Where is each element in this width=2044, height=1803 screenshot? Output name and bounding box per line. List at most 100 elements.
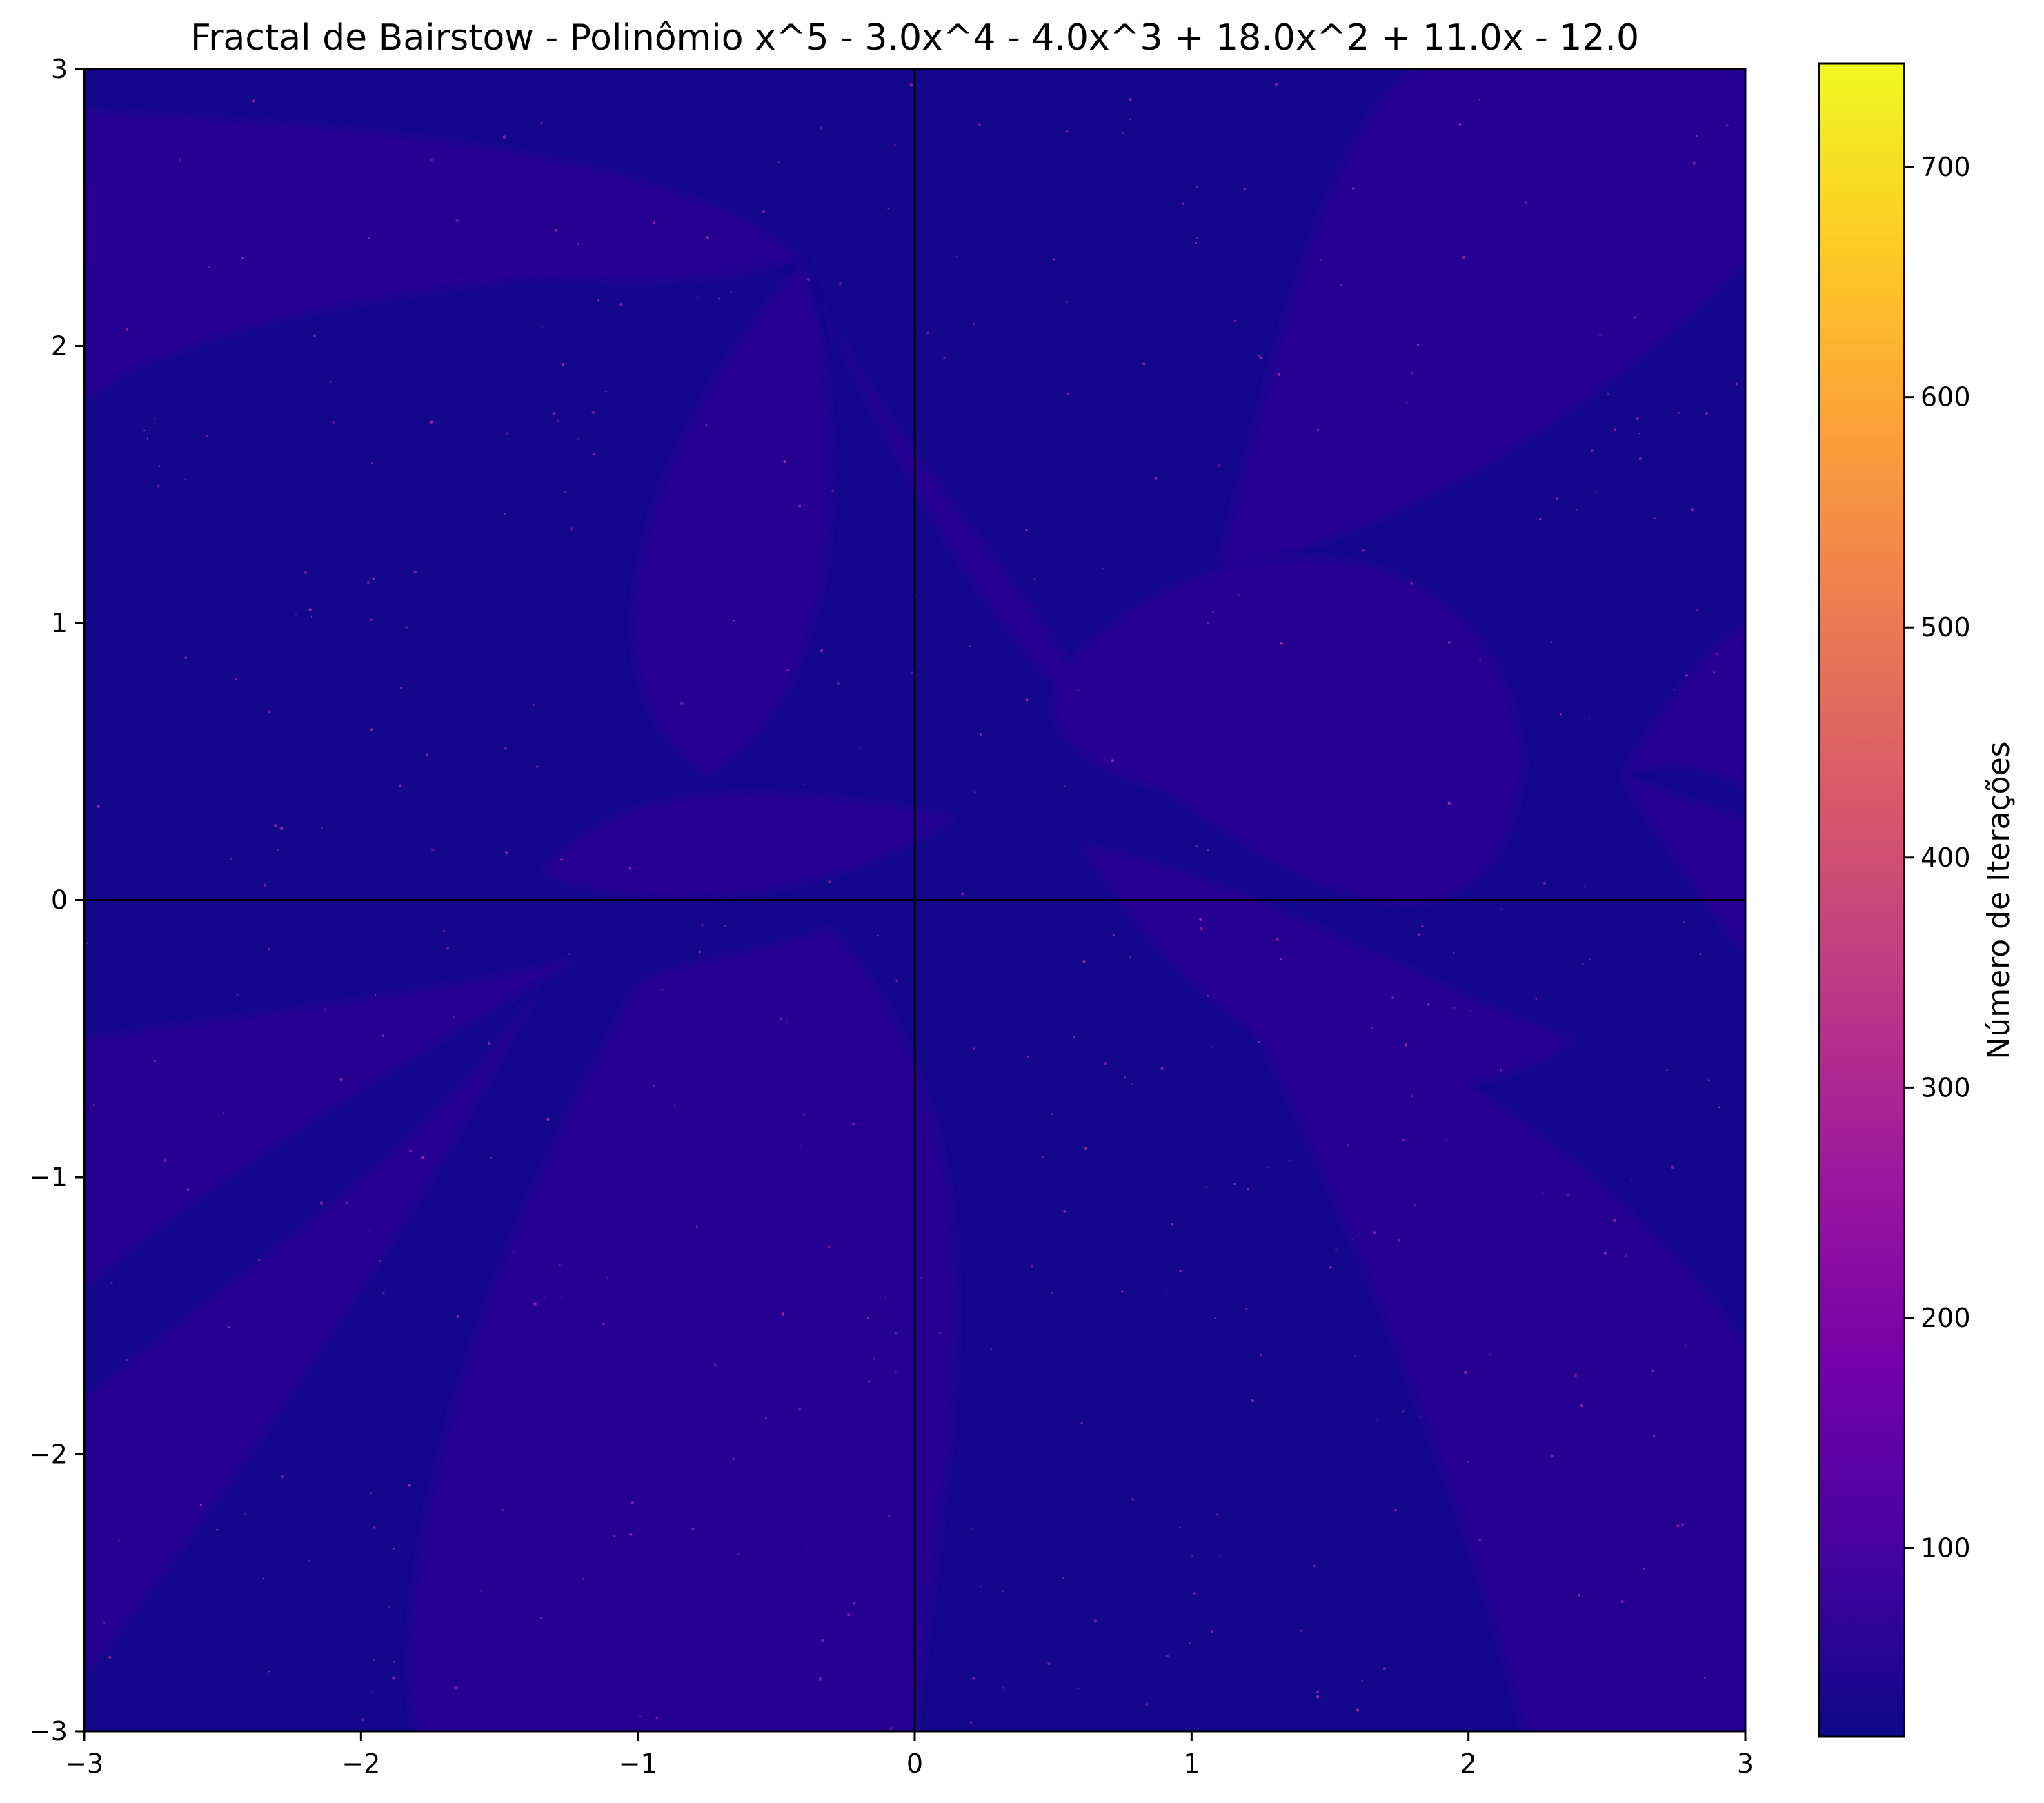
- speckle: [1402, 1139, 1405, 1141]
- speckle: [199, 1504, 202, 1506]
- speckle: [370, 728, 374, 732]
- speckle: [1638, 457, 1643, 460]
- speckle: [1178, 1526, 1181, 1529]
- speckle: [1320, 258, 1322, 262]
- speckle: [430, 158, 434, 161]
- speckle: [370, 618, 373, 621]
- speckle: [1233, 1183, 1236, 1185]
- speckle: [837, 682, 840, 685]
- speckle: [308, 1559, 310, 1562]
- speckle: [859, 747, 861, 749]
- speckle: [564, 491, 567, 494]
- speckle: [602, 1322, 605, 1326]
- speckle: [1462, 256, 1465, 259]
- speckle: [228, 1326, 231, 1328]
- speckle: [1677, 411, 1680, 414]
- speckle: [1405, 401, 1408, 404]
- speckle: [1446, 1139, 1447, 1141]
- speckle: [853, 1602, 856, 1605]
- speckle: [1084, 1146, 1088, 1150]
- speckle: [1200, 927, 1204, 931]
- speckle: [831, 489, 834, 493]
- speckle: [1025, 698, 1029, 702]
- speckle: [1199, 918, 1202, 922]
- speckle: [1362, 549, 1365, 552]
- speckle: [582, 1578, 585, 1581]
- speckle: [367, 581, 370, 584]
- speckle: [961, 892, 964, 896]
- speckle: [426, 753, 428, 756]
- speckle: [839, 282, 842, 286]
- speckle: [973, 1047, 975, 1050]
- speckle: [679, 701, 684, 705]
- speckle: [1026, 1056, 1029, 1058]
- speckle: [408, 1484, 411, 1487]
- speckle: [388, 1605, 390, 1608]
- speckle: [1560, 713, 1562, 716]
- colorbar-tick-label: 700: [1921, 152, 1971, 182]
- speckle: [1525, 201, 1528, 204]
- speckle: [867, 1380, 871, 1383]
- speckle: [1080, 1421, 1083, 1425]
- speckle: [1165, 1654, 1169, 1658]
- speckle: [1703, 1677, 1707, 1679]
- speckle: [1077, 689, 1080, 692]
- speckle: [1340, 284, 1343, 286]
- speckle: [480, 1590, 482, 1593]
- speckle: [146, 437, 148, 440]
- colorbar-tick-label: 300: [1921, 1072, 1971, 1103]
- speckle: [262, 1577, 265, 1580]
- speckle: [126, 1358, 129, 1361]
- fractal-region-2: [84, 179, 791, 282]
- speckle: [1638, 433, 1640, 435]
- speckle: [392, 1676, 396, 1680]
- speckle: [541, 326, 544, 328]
- speckle: [895, 979, 898, 982]
- speckle: [1630, 1178, 1632, 1180]
- speckle: [382, 1292, 385, 1295]
- speckle: [373, 1526, 376, 1529]
- speckle: [544, 1296, 546, 1298]
- y-tick-label: 3: [51, 54, 68, 84]
- speckle: [1351, 1239, 1354, 1241]
- speckle: [205, 434, 208, 437]
- y-tick-label: 0: [51, 885, 68, 916]
- speckle: [1550, 1455, 1554, 1458]
- speckle: [1463, 1370, 1467, 1375]
- speckle: [540, 1617, 542, 1619]
- speckle: [429, 420, 433, 424]
- speckle: [920, 1277, 923, 1280]
- speckle: [373, 1659, 376, 1662]
- speckle: [1453, 952, 1455, 954]
- speckle: [1258, 354, 1261, 357]
- speckle: [889, 1727, 893, 1731]
- speckle: [1665, 1068, 1669, 1072]
- speckle: [1705, 412, 1709, 415]
- speckle: [504, 747, 507, 750]
- speckle: [230, 857, 233, 860]
- speckle: [783, 460, 786, 464]
- speckle: [235, 678, 237, 680]
- speckle: [786, 668, 790, 672]
- y-axis: −3 −2 −1 0 1 2 3: [29, 54, 84, 1746]
- x-axis: −3 −2 −1 0 1 2 3: [65, 1731, 1754, 1779]
- speckle: [1420, 1416, 1422, 1418]
- speckle: [184, 478, 187, 481]
- speckle: [1129, 956, 1131, 959]
- speckle: [801, 1145, 803, 1147]
- speckle: [606, 1277, 609, 1279]
- speckle: [86, 942, 89, 945]
- speckle: [1041, 1155, 1044, 1159]
- speckle: [446, 946, 449, 950]
- speckle: [443, 929, 445, 932]
- y-tick-label: 2: [51, 331, 68, 362]
- speckle: [1193, 1592, 1196, 1595]
- fractal-region-12: [1219, 955, 1745, 1731]
- speckle: [1447, 801, 1451, 805]
- speckle: [1211, 611, 1214, 613]
- speckle: [873, 1357, 875, 1360]
- speckle: [504, 513, 506, 515]
- speckle: [222, 1112, 224, 1114]
- speckle: [546, 1117, 550, 1121]
- speckle: [1671, 1165, 1674, 1169]
